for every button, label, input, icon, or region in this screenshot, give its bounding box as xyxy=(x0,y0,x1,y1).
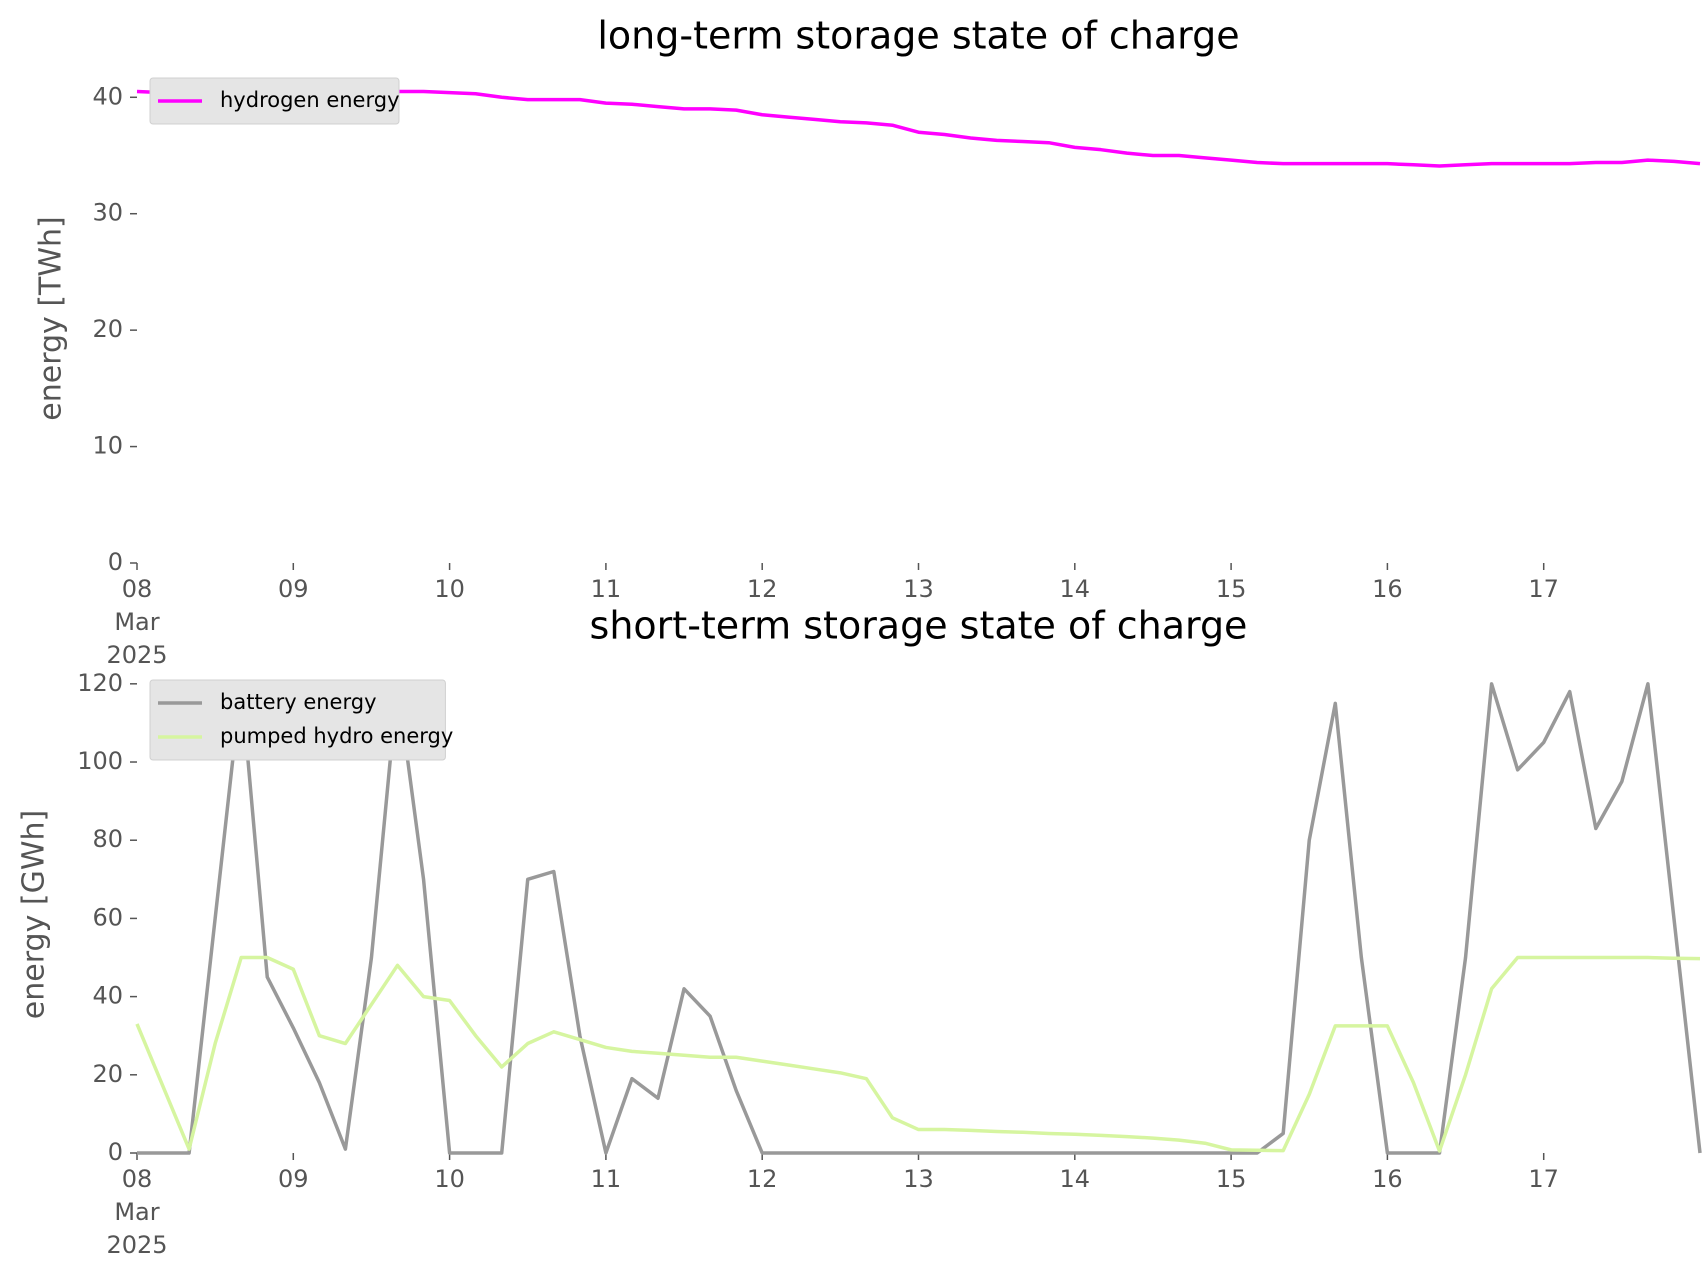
legend-label: battery energy xyxy=(220,690,377,714)
x-tick-label: 10 xyxy=(434,575,465,603)
x-tick-label: 12 xyxy=(746,1165,778,1193)
x-tick-label: 08 Mar 2025 xyxy=(106,1165,168,1259)
chart-title: long-term storage state of charge xyxy=(597,14,1239,58)
y-tick-label: 60 xyxy=(92,903,123,931)
y-axis-label: energy [GWh] xyxy=(17,810,52,1019)
chart-title: short-term storage state of charge xyxy=(590,604,1248,648)
x-tick-label: 16 xyxy=(1372,1165,1403,1193)
y-tick-label: 80 xyxy=(92,825,123,853)
y-tick-label: 20 xyxy=(92,1060,123,1088)
y-tick-label: 40 xyxy=(92,82,123,110)
y-axis-label: energy [TWh] xyxy=(34,216,69,420)
x-tick-label: 16 xyxy=(1372,575,1403,603)
x-tick-label: 09 xyxy=(278,1165,309,1193)
x-tick-label: 09 xyxy=(278,575,309,603)
legend-label: hydrogen energy xyxy=(220,88,400,112)
x-tick-label: 13 xyxy=(903,575,934,603)
legend-box xyxy=(149,679,446,761)
legend-box xyxy=(149,77,400,125)
y-tick-label: 30 xyxy=(92,199,123,227)
x-tick-label: 17 xyxy=(1528,1165,1559,1193)
y-tick-label: 0 xyxy=(108,548,123,576)
x-tick-label: 14 xyxy=(1059,1165,1091,1193)
y-tick-label: 100 xyxy=(77,747,123,775)
legend-label: pumped hydro energy xyxy=(220,724,453,748)
x-tick-label: 15 xyxy=(1215,1165,1247,1193)
y-tick-label: 120 xyxy=(77,669,123,697)
y-tick-label: 40 xyxy=(92,982,123,1010)
y-tick-label: 0 xyxy=(108,1138,123,1166)
x-tick-label: 15 xyxy=(1215,575,1247,603)
x-tick-label: 13 xyxy=(903,1165,934,1193)
x-tick-label: 17 xyxy=(1528,575,1559,603)
series-line xyxy=(135,955,1701,1153)
x-tick-label: 11 xyxy=(590,575,622,603)
x-tick-label: 08 Mar 2025 xyxy=(106,575,168,669)
y-tick-label: 20 xyxy=(92,315,123,343)
x-tick-label: 10 xyxy=(434,1165,465,1193)
y-tick-label: 10 xyxy=(92,432,123,460)
x-tick-label: 14 xyxy=(1059,575,1091,603)
x-tick-label: 12 xyxy=(746,575,778,603)
x-tick-label: 11 xyxy=(590,1165,622,1193)
